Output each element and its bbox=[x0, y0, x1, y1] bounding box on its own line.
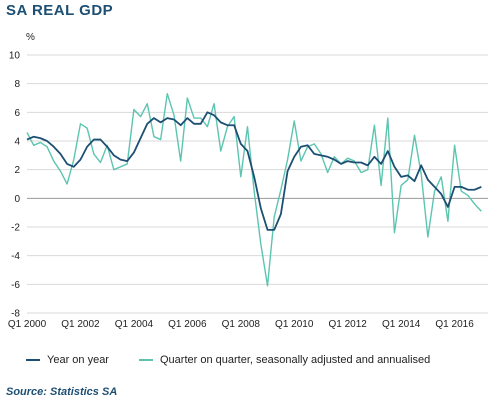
x-tick-label: Q1 2010 bbox=[275, 319, 314, 330]
y-tick-label: 10 bbox=[9, 51, 21, 62]
x-tick-label: Q1 2014 bbox=[382, 319, 421, 330]
legend-item-qoq: Quarter on quarter, seasonally adjusted … bbox=[138, 354, 431, 366]
source-note: Source: Statistics SA bbox=[6, 386, 118, 398]
y-tick-label: 2 bbox=[14, 165, 20, 176]
y-tick-label: 6 bbox=[14, 108, 20, 119]
legend: Year on year Quarter on quarter, seasona… bbox=[26, 354, 460, 366]
legend-item-yoy: Year on year bbox=[26, 354, 109, 366]
chart-title: SA REAL GDP bbox=[6, 2, 114, 19]
y-tick-label: 0 bbox=[14, 194, 20, 205]
x-tick-label: Q1 2016 bbox=[435, 319, 474, 330]
legend-label-yoy: Year on year bbox=[47, 354, 109, 366]
y-tick-label: -6 bbox=[11, 280, 20, 291]
y-tick-label: 4 bbox=[14, 137, 20, 148]
x-tick-label: Q1 2002 bbox=[61, 319, 100, 330]
x-tick-label: Q1 2012 bbox=[329, 319, 368, 330]
x-tick-label: Q1 2006 bbox=[168, 319, 207, 330]
y-tick-label: -4 bbox=[11, 251, 20, 262]
series-line-quarter-on-quarter bbox=[26, 93, 482, 287]
x-tick-labels: Q1 2000 Q1 2002 Q1 2004 Q1 2006 Q1 2008 Q1 20… bbox=[8, 319, 474, 330]
legend-swatch-yoy bbox=[26, 359, 40, 361]
x-tick-label: Q1 2004 bbox=[115, 319, 154, 330]
legend-label-qoq: Quarter on quarter, seasonally adjusted … bbox=[159, 354, 431, 366]
y-axis-unit: % bbox=[26, 32, 35, 43]
y-tick-label: 8 bbox=[14, 79, 20, 90]
y-tick-labels: -8 -6 -4 -2 0 2 4 6 8 10 bbox=[9, 51, 21, 320]
legend-swatch-qoq bbox=[138, 359, 153, 361]
series-line-year-on-year bbox=[26, 111, 482, 231]
y-tick-label: -8 bbox=[11, 309, 20, 320]
y-tick-label: -2 bbox=[11, 223, 20, 234]
gridlines bbox=[27, 54, 488, 314]
series-lines bbox=[26, 93, 482, 287]
x-tick-label: Q1 2008 bbox=[222, 319, 261, 330]
x-tick-label: Q1 2000 bbox=[8, 319, 47, 330]
